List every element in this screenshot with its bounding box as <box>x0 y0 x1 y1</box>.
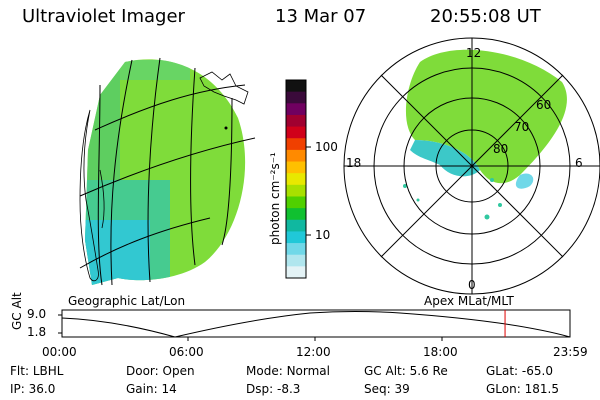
app-title: Ultraviolet Imager <box>22 6 185 27</box>
mlt-label-12: 12 <box>466 46 482 60</box>
orbit-x-tick-1: 06:00 <box>169 345 204 359</box>
colorbar-swatch <box>286 184 306 197</box>
colorbar-swatch <box>286 196 306 209</box>
colorbar-tick-10: 10 <box>315 228 331 242</box>
colorbar-swatch <box>286 91 306 104</box>
info-flt: Flt: LBHL <box>10 364 64 378</box>
colorbar-swatch <box>286 254 306 267</box>
polar-plot <box>343 37 600 295</box>
mlt-label-18: 18 <box>346 156 362 170</box>
colorbar-swatch <box>286 219 306 232</box>
orbit-y-label: GC Alt <box>10 292 24 330</box>
colorbar-swatch <box>286 231 306 244</box>
orbit-plot <box>58 309 571 341</box>
mlt-label-0: 0 <box>468 278 476 292</box>
orbit-y-tick-1-8: 1.8 <box>27 325 47 339</box>
info-gc-alt: GC Alt: 5.6 Re <box>364 364 448 378</box>
orbit-y-tick-9: 9.0 <box>27 307 47 321</box>
polar-panel-label: Apex MLat/MLT <box>424 294 514 308</box>
geographic-map <box>79 57 256 286</box>
orbit-x-tick-2: 12:00 <box>296 345 331 359</box>
info-mode: Mode: Normal <box>246 364 330 378</box>
mlat-label-60: 60 <box>536 98 552 112</box>
colorbar-swatch <box>286 149 306 163</box>
info-dsp: Dsp: -8.3 <box>246 382 301 396</box>
info-ip: IP: 36.0 <box>10 382 56 396</box>
colorbar-swatch <box>286 173 306 186</box>
info-door: Door: Open <box>126 364 195 378</box>
colorbar-swatch <box>286 208 306 221</box>
colorbar-swatch <box>286 126 306 139</box>
date-label: 13 Mar 07 <box>275 6 367 27</box>
colorbar-swatch <box>286 266 306 279</box>
colorbar-swatch <box>286 103 306 116</box>
orbit-x-tick-0: 00:00 <box>42 345 77 359</box>
mlat-label-80: 80 <box>493 142 509 156</box>
info-seq: Seq: 39 <box>364 382 410 396</box>
colorbar-swatch <box>286 114 306 128</box>
time-label: 20:55:08 UT <box>430 6 541 27</box>
colorbar-swatch <box>286 161 306 174</box>
colorbar-swatch <box>286 243 306 256</box>
colorbar-swatch <box>286 138 306 151</box>
colorbar-tick-100: 100 <box>315 140 338 154</box>
orbit-x-tick-4: 23:59 <box>553 345 588 359</box>
mlt-label-6: 6 <box>575 156 583 170</box>
info-glat: GLat: -65.0 <box>486 364 553 378</box>
colorbar-frame <box>285 79 307 279</box>
colorbar-unit-label: photon cm⁻²s⁻¹ <box>268 152 282 245</box>
orbit-x-tick-3: 18:00 <box>423 345 458 359</box>
info-glon: GLon: 181.5 <box>486 382 559 396</box>
colorbar-swatch <box>286 80 306 93</box>
colorbar <box>286 80 306 279</box>
info-gain: Gain: 14 <box>126 382 177 396</box>
mlat-label-70: 70 <box>514 120 530 134</box>
geo-panel-label: Geographic Lat/Lon <box>68 294 186 308</box>
